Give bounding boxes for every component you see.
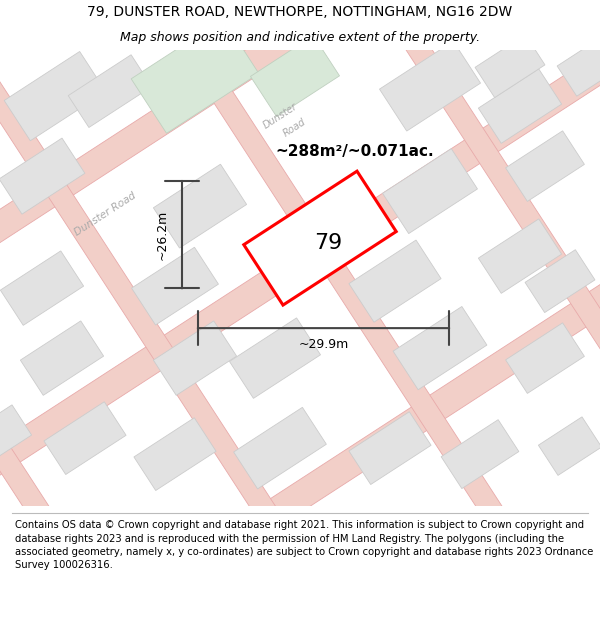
Polygon shape — [0, 0, 524, 625]
Text: Contains OS data © Crown copyright and database right 2021. This information is : Contains OS data © Crown copyright and d… — [15, 521, 593, 570]
Polygon shape — [475, 35, 545, 98]
Text: ~288m²/~0.071ac.: ~288m²/~0.071ac. — [275, 144, 434, 159]
Polygon shape — [4, 0, 600, 625]
Text: 79, DUNSTER ROAD, NEWTHORPE, NOTTINGHAM, NG16 2DW: 79, DUNSTER ROAD, NEWTHORPE, NOTTINGHAM,… — [88, 6, 512, 19]
Polygon shape — [244, 171, 396, 305]
Polygon shape — [441, 419, 519, 489]
Polygon shape — [134, 418, 216, 491]
Polygon shape — [557, 36, 600, 96]
Polygon shape — [1, 251, 83, 326]
Polygon shape — [379, 41, 481, 131]
Polygon shape — [44, 402, 126, 474]
Polygon shape — [478, 69, 562, 143]
Polygon shape — [229, 318, 320, 398]
Polygon shape — [4, 51, 106, 141]
Text: ~29.9m: ~29.9m — [298, 338, 349, 351]
Polygon shape — [68, 55, 152, 128]
Polygon shape — [0, 298, 600, 625]
Polygon shape — [154, 164, 247, 248]
Polygon shape — [0, 138, 85, 214]
Polygon shape — [525, 250, 595, 312]
Polygon shape — [250, 36, 340, 117]
Polygon shape — [0, 0, 528, 625]
Polygon shape — [154, 321, 236, 396]
Polygon shape — [506, 131, 584, 201]
Polygon shape — [0, 134, 600, 625]
Text: 79: 79 — [314, 233, 342, 253]
Polygon shape — [349, 240, 441, 322]
Polygon shape — [0, 405, 32, 463]
Polygon shape — [349, 412, 431, 484]
Polygon shape — [506, 323, 584, 393]
Text: Road: Road — [282, 117, 308, 139]
Polygon shape — [538, 417, 600, 476]
Polygon shape — [478, 219, 562, 293]
Polygon shape — [131, 248, 218, 325]
Polygon shape — [383, 149, 478, 234]
Text: ~26.2m: ~26.2m — [155, 209, 169, 260]
Text: Dunster Road: Dunster Road — [73, 191, 137, 238]
Polygon shape — [131, 19, 259, 133]
Polygon shape — [20, 321, 104, 396]
Text: Dunster: Dunster — [261, 101, 299, 131]
Polygon shape — [393, 306, 487, 390]
Polygon shape — [233, 408, 326, 489]
Text: Map shows position and indicative extent of the property.: Map shows position and indicative extent… — [120, 31, 480, 44]
